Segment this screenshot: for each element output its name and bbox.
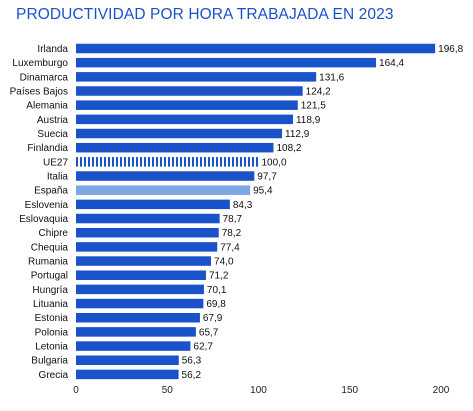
value-label: 74,0 (214, 257, 234, 268)
value-label: 77,4 (220, 242, 240, 253)
category-label: Austria (37, 115, 69, 126)
bar-luxemburgo (76, 57, 377, 68)
category-label: Italia (47, 172, 69, 183)
category-label: Rumania (28, 257, 68, 268)
bar-finlandia (76, 142, 274, 153)
category-label: Eslovenia (25, 200, 69, 211)
value-label: 67,9 (203, 313, 223, 324)
value-label: 65,7 (199, 327, 219, 338)
value-label: 196,8 (438, 44, 463, 55)
value-label: 84,3 (233, 200, 253, 211)
x-tick-label: 100 (250, 385, 267, 396)
bar-rumania (76, 256, 212, 266)
bar-hungria (76, 284, 204, 295)
bar-italia (76, 171, 255, 181)
category-label: Grecia (39, 370, 69, 381)
bar-letonia (76, 341, 191, 351)
bar-grecia (76, 369, 179, 380)
value-label: 131,6 (319, 72, 344, 83)
category-label: Estonia (35, 313, 69, 324)
category-label: Luxemburgo (12, 58, 68, 69)
value-label: 71,2 (209, 271, 229, 282)
value-label: 97,7 (257, 172, 277, 183)
chart-title: PRODUCTIVIDAD POR HORA TRABAJADA EN 2023 (16, 6, 394, 23)
value-label: 70,1 (207, 285, 227, 296)
bar-alemania (76, 100, 298, 110)
category-label: Países Bajos (10, 87, 68, 98)
bar-irlanda (76, 43, 436, 54)
category-label: Chequia (31, 242, 69, 253)
category-label: Dinamarca (20, 72, 69, 83)
value-label: 78,7 (223, 214, 243, 225)
bar-paises-bajos (76, 86, 303, 96)
category-label: Alemania (26, 101, 68, 112)
category-label: Polonia (35, 327, 69, 338)
category-label: Letonia (35, 342, 68, 353)
value-label: 164,4 (379, 58, 404, 69)
bar-portugal (76, 270, 206, 280)
value-label: 95,4 (253, 186, 273, 197)
bar-eslovenia (76, 199, 230, 210)
category-label: España (34, 186, 68, 197)
category-label: Suecia (37, 129, 68, 140)
bar-dinamarca (76, 72, 317, 82)
bar-suecia (76, 128, 283, 139)
x-tick-label: 0 (73, 385, 79, 396)
bar-estonia (76, 312, 200, 323)
bar-ue27 (76, 157, 259, 167)
value-label: 124,2 (306, 87, 331, 98)
value-label: 118,9 (296, 115, 321, 126)
value-label: 108,2 (276, 143, 301, 154)
bar-bulgaria (76, 355, 179, 365)
value-label: 121,5 (301, 101, 326, 112)
bar-austria (76, 114, 293, 125)
category-label: Chipre (39, 228, 69, 239)
value-label: 56,3 (182, 356, 202, 367)
x-tick-label: 200 (433, 385, 450, 396)
category-label: Portugal (31, 271, 68, 282)
value-label: 100,0 (262, 157, 287, 168)
bar-chipre (76, 227, 219, 238)
value-label: 69,8 (206, 299, 226, 310)
bar-lituania (76, 298, 204, 309)
bar-chequia (76, 242, 218, 252)
value-label: 56,2 (182, 370, 202, 381)
category-label: UE27 (43, 157, 68, 168)
x-tick-label: 150 (341, 385, 358, 396)
x-tick-label: 50 (162, 385, 174, 396)
bar-polonia (76, 327, 196, 337)
value-label: 78,2 (222, 228, 242, 239)
category-label: Bulgaria (31, 356, 68, 367)
category-label: Lituania (33, 299, 68, 310)
bar-eslovaquia (76, 213, 220, 224)
category-label: Hungría (32, 285, 68, 296)
category-label: Irlanda (37, 44, 68, 55)
category-label: Eslovaquia (19, 214, 68, 225)
value-label: 112,9 (285, 129, 310, 140)
bar-espana (76, 185, 251, 195)
value-label: 62,7 (193, 342, 213, 353)
category-label: Finlandia (27, 143, 68, 154)
